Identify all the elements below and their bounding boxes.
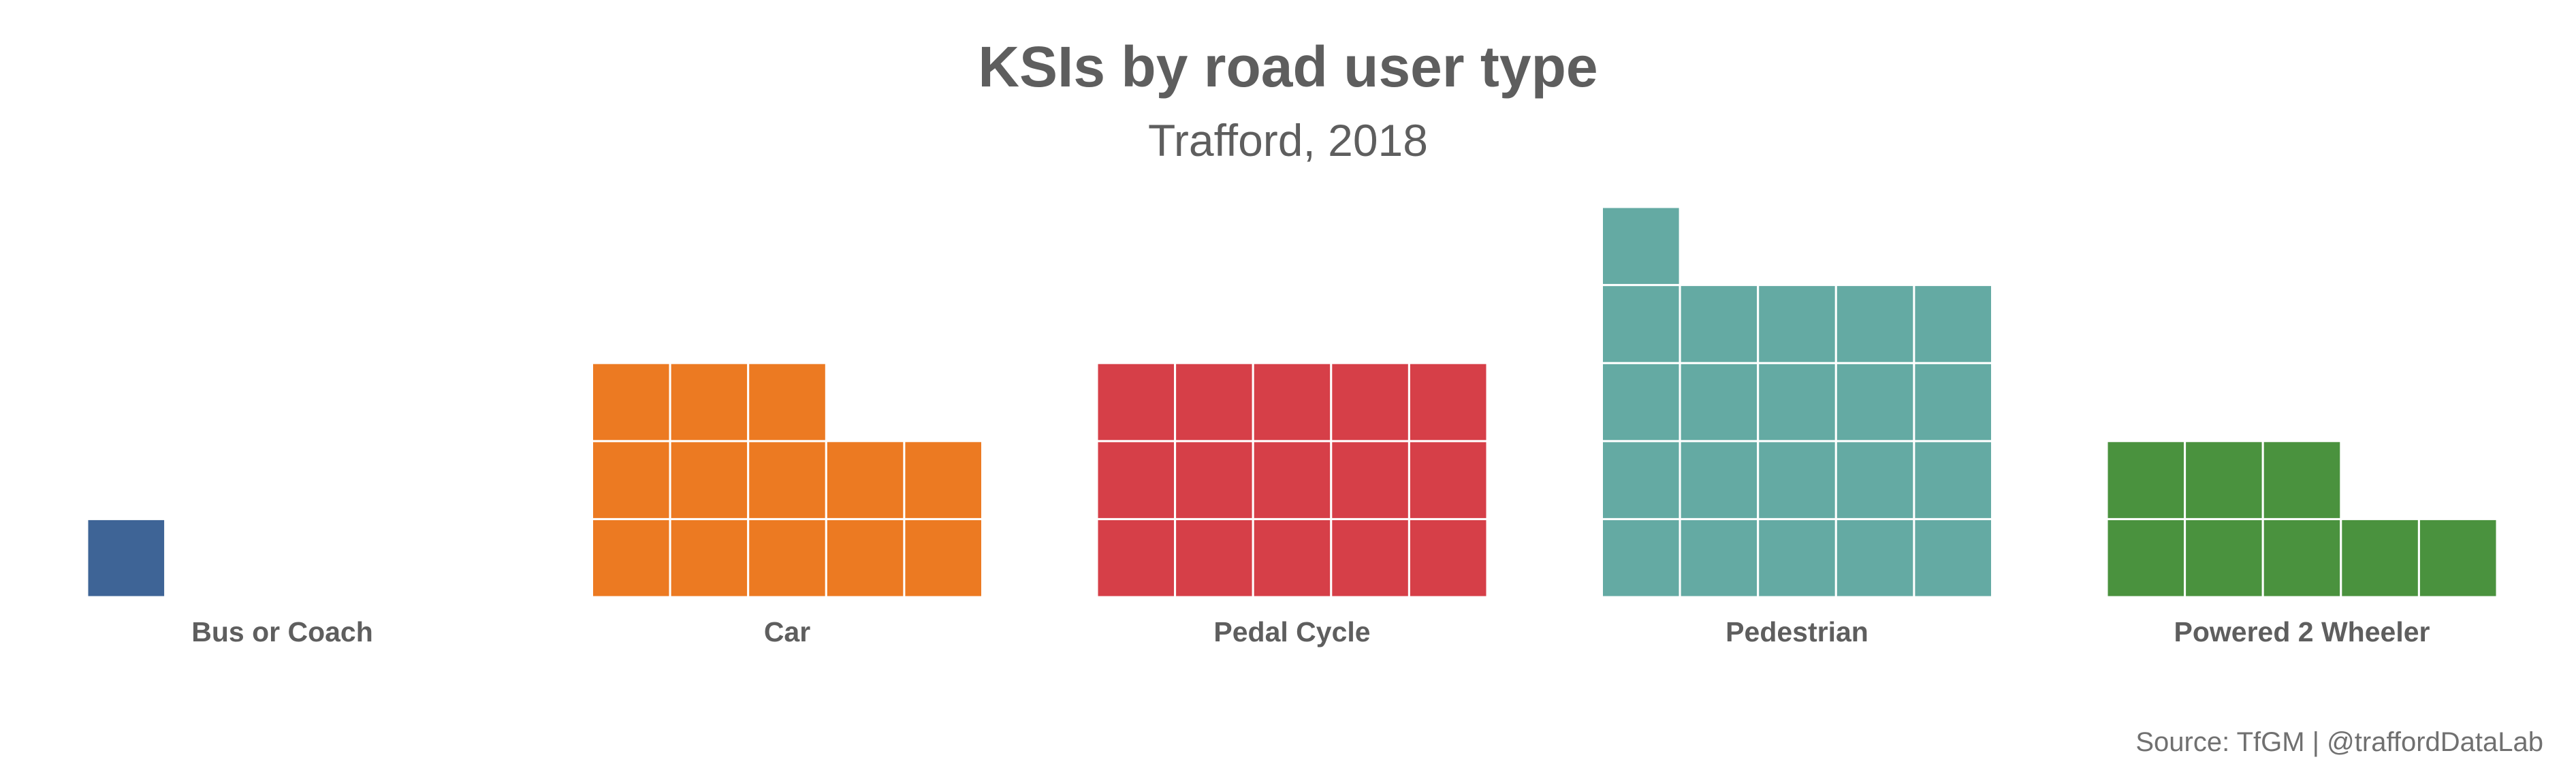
waffle-tile [669,362,750,443]
waffle-tile [2261,517,2342,598]
waffle-tile [1252,440,1333,520]
waffle-tile [1174,517,1254,598]
waffle-tile [2261,440,2342,520]
waffle-tile [591,362,671,443]
waffle-tile [591,440,671,520]
waffle-tile [1757,362,1837,443]
waffle-tile [1330,517,1410,598]
waffle-tile [1834,517,1915,598]
waffle-tile [1601,517,1681,598]
waffle-tile [1601,362,1681,443]
waffle-tile [1757,284,1837,364]
waffle-tile [825,440,906,520]
waffle-tile [1757,440,1837,520]
chart-caption: Source: TfGM | @traffordDataLab [2135,727,2543,757]
category-label: Bus or Coach [191,616,373,648]
waffle-tile [1679,284,1760,364]
waffle-tile [747,440,827,520]
waffle-tile [2105,440,2187,520]
waffle-tile [1834,440,1915,520]
waffle-tile [1679,440,1760,520]
waffle-tile [1096,517,1177,598]
waffle-tile [1408,440,1489,520]
waffle-tile [1601,440,1681,520]
waffle-tile [747,362,827,443]
waffle-tile [86,517,167,598]
waffle-tile [1913,517,1993,598]
waffle-tile [1601,284,1681,364]
waffle-tile [669,517,750,598]
waffle-tile [1252,362,1333,443]
waffle-tile [1408,362,1489,443]
waffle-tile [1757,517,1837,598]
waffle-tile [591,517,671,598]
waffle-tile [1252,517,1333,598]
waffle-tile [825,517,906,598]
waffle-tile [1834,284,1915,364]
category-label: Pedal Cycle [1213,616,1370,648]
waffle-tile [1096,362,1177,443]
chart-subtitle: Trafford, 2018 [1148,115,1428,165]
waffle-tile [2184,517,2264,598]
waffle-tile [1408,517,1489,598]
waffle-tile [1913,284,1993,364]
waffle-tile [1174,362,1254,443]
waffle-tile [903,440,984,520]
panel-bus-or-coach: Bus or Coach [86,517,373,648]
waffle-tile [2105,517,2187,598]
waffle-tile [1330,362,1410,443]
waffle-tile [1096,440,1177,520]
waffle-tile [1679,517,1760,598]
waffle-tile [2184,440,2264,520]
waffle-tile [669,440,750,520]
category-label: Pedestrian [1726,616,1869,648]
category-label: Powered 2 Wheeler [2174,616,2430,648]
chart-title: KSIs by road user type [978,35,1598,99]
waffle-tile [1913,362,1993,443]
panel-powered-2-wheeler: Powered 2 Wheeler [2105,440,2498,648]
waffle-tile [1330,440,1410,520]
category-label: Car [764,616,810,648]
waffle-tile [2417,517,2498,598]
waffle-tile [1601,206,1681,287]
waffle-tile [2340,517,2420,598]
waffle-tile [1834,362,1915,443]
waffle-tile [747,517,827,598]
panel-pedestrian: Pedestrian [1601,206,1993,648]
panel-pedal-cycle: Pedal Cycle [1096,362,1489,648]
waffle-tile [1679,362,1760,443]
waffle-tile [1913,440,1993,520]
panel-car: Car [591,362,984,648]
waffle-tile [903,517,984,598]
waffle-tile [1174,440,1254,520]
